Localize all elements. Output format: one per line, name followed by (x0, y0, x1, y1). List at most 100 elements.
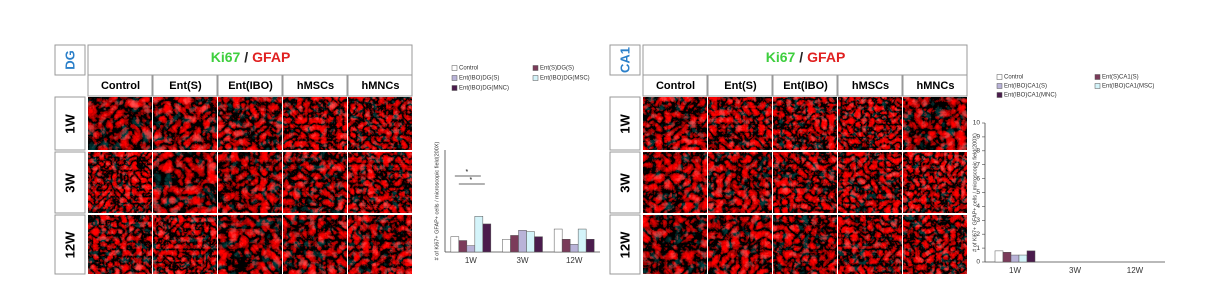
micrograph (283, 97, 347, 150)
region-label: DG (62, 50, 77, 70)
micrograph (218, 152, 282, 213)
bar (1026, 250, 1036, 263)
legend-label: Ent(S)CA1(S) (1102, 75, 1139, 81)
y-tick-label: 6 (976, 175, 980, 182)
bar (1018, 254, 1028, 263)
x-tick-label: 1W (465, 256, 477, 265)
legend-label: Ent(IBO)DG(S) (459, 76, 499, 82)
legend-swatch (996, 83, 1003, 89)
x-tick-label: 12W (566, 256, 583, 265)
micrograph (88, 97, 152, 150)
row-header: 3W (62, 173, 77, 193)
micrograph (218, 97, 282, 150)
column-header: Control (101, 80, 140, 92)
panel-title: Ki67/GFAP (766, 49, 846, 65)
column-header-box (772, 74, 838, 97)
micrograph (903, 152, 967, 213)
legend-label: Ent(IBO)CA1(S) (1004, 84, 1047, 90)
x-tick-label: 1W (1009, 266, 1021, 275)
column-header: hMSCs (297, 80, 334, 92)
micrograph (773, 97, 837, 150)
column-header-box (347, 74, 413, 97)
micrograph (218, 215, 282, 274)
legend-label: Ent(IBO)DG(MSC) (540, 76, 590, 82)
y-tick-label: 1 (976, 245, 980, 252)
x-tick-label: 3W (517, 256, 529, 265)
bar (510, 235, 519, 253)
bar (553, 228, 563, 253)
bar (482, 223, 492, 253)
region-label: CA1 (617, 47, 632, 73)
bar (518, 230, 527, 253)
title-part: GFAP (807, 49, 845, 65)
micrograph (153, 215, 217, 274)
column-header: Ent(S) (724, 80, 757, 92)
region-box (609, 44, 641, 76)
micrograph (643, 97, 707, 150)
micrograph (643, 215, 707, 274)
bar (577, 228, 587, 253)
bar (458, 240, 468, 253)
legend-label: Control (459, 66, 478, 72)
y-tick-label: 10 (973, 120, 981, 127)
row-header-box (609, 151, 641, 214)
x-tick-label: 3W (1069, 266, 1081, 275)
micrograph (903, 215, 967, 274)
row-header: 1W (62, 114, 77, 134)
y-tick-label: 0 (976, 259, 980, 266)
bar (450, 236, 460, 253)
legend-swatch (996, 74, 1003, 80)
micrograph (153, 152, 217, 213)
legend-label: Ent(IBO)CA1(MNC) (1004, 93, 1057, 99)
micrograph (283, 152, 347, 213)
y-tick-label: 4 (976, 203, 980, 210)
legend-swatch (451, 65, 458, 71)
region-box (54, 44, 86, 76)
legend-swatch (451, 75, 458, 81)
title-box (642, 44, 968, 76)
row-header: 1W (617, 114, 632, 134)
micrograph (88, 152, 152, 213)
micrograph (348, 152, 412, 213)
bar (561, 239, 571, 253)
column-header-box (902, 74, 968, 97)
bar (1002, 252, 1012, 263)
micrograph (838, 97, 902, 150)
column-header-box (217, 74, 283, 97)
column-header-box (282, 74, 348, 97)
annotation: * (465, 169, 468, 176)
row-header-box (609, 214, 641, 275)
column-header-box (87, 74, 153, 97)
column-header: Control (656, 80, 695, 92)
legend-swatch (532, 75, 539, 81)
bar (474, 216, 484, 253)
legend-swatch (451, 85, 458, 91)
bar (585, 239, 595, 253)
column-header-box (642, 74, 708, 97)
bar (466, 245, 476, 253)
y-tick-label: 2 (976, 231, 980, 238)
legend-label: Control (1004, 75, 1023, 81)
title-box (87, 44, 413, 76)
legend-label: Ent(IBO)CA1(MSC) (1102, 84, 1154, 90)
bar (534, 236, 543, 253)
micrograph (283, 215, 347, 274)
micrograph (773, 152, 837, 213)
column-header: Ent(IBO) (783, 80, 828, 92)
micrograph (348, 215, 412, 274)
row-header-box (54, 214, 86, 275)
micrograph (88, 215, 152, 274)
bar (502, 239, 511, 253)
annotation: * (469, 177, 472, 184)
micrograph (643, 152, 707, 213)
bar (569, 244, 579, 253)
title-part: Ki67 (766, 49, 796, 65)
y-axis-label: # of Ki67+ GFAP+ cells / microscopic fie… (434, 142, 440, 261)
column-header-box (707, 74, 773, 97)
y-tick-label: 7 (976, 161, 980, 168)
bar (526, 231, 535, 253)
micrograph (838, 152, 902, 213)
legend-swatch (1094, 74, 1101, 80)
y-tick-label: 9 (976, 134, 980, 141)
